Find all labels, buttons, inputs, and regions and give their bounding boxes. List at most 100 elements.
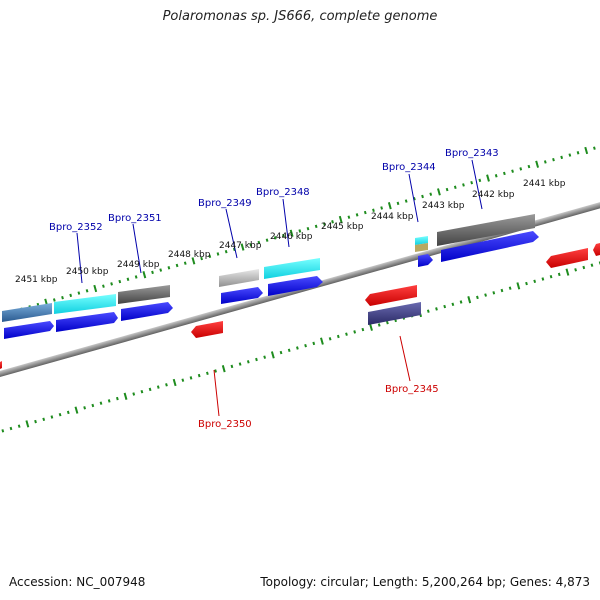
kbp-tick-minor <box>322 222 326 226</box>
kbp-tick-minor <box>453 185 457 189</box>
gene-arrow-reverse[interactable] <box>593 243 600 256</box>
kbp-tick-minor <box>58 412 62 417</box>
kbp-tick-minor <box>549 274 553 279</box>
kbp-tick-minor <box>347 215 351 219</box>
kbp-label: 2447 kbp <box>219 241 262 251</box>
kbp-tick-minor <box>519 167 523 171</box>
kbp-tick-minor <box>61 295 64 300</box>
kbp-tick-minor <box>91 403 95 408</box>
kbp-tick-major <box>467 296 472 304</box>
kbp-tick-minor <box>200 256 203 261</box>
kbp-tick-major <box>289 229 294 237</box>
feature-box-light[interactable] <box>219 269 259 287</box>
kbp-label: 2450 kbp <box>66 267 109 277</box>
kbp-tick-minor <box>255 357 258 362</box>
kbp-tick-minor <box>115 396 119 401</box>
kbp-tick-major <box>387 202 392 210</box>
kbp-tick-minor <box>511 169 514 173</box>
kbp-tick-minor <box>353 330 357 334</box>
gene-arrow-reverse[interactable] <box>0 361 2 369</box>
kbp-tick-minor <box>83 406 87 410</box>
gene-arrow-forward[interactable] <box>418 254 433 267</box>
kbp-tick-minor <box>66 410 70 415</box>
feature-box-steel[interactable] <box>2 303 52 322</box>
kbp-tick-minor <box>296 346 299 350</box>
kbp-tick-minor <box>214 369 217 373</box>
kbp-label: 2451 kbp <box>15 275 58 285</box>
kbp-tick-minor <box>257 240 261 245</box>
kbp-tick-minor <box>263 355 267 359</box>
gene-label[interactable]: Bpro_2352 <box>49 222 103 233</box>
kbp-tick-major <box>93 284 98 293</box>
kbp-tick-minor <box>508 286 512 290</box>
gene-label[interactable]: Bpro_2345 <box>385 384 439 395</box>
kbp-ticks-top <box>3 146 596 316</box>
gene-arrow-forward[interactable] <box>268 276 323 296</box>
gene-labels: Bpro_2352 Bpro_2351 Bpro_2349 Bpro_2348 … <box>49 148 499 430</box>
gene-arrow-forward[interactable] <box>56 312 118 332</box>
kbp-tick-minor <box>265 238 269 242</box>
kbp-tick-major <box>172 378 177 387</box>
feature-box-indigo[interactable] <box>368 302 421 325</box>
kbp-tick-minor <box>328 337 332 341</box>
kbp-tick-major <box>142 271 147 279</box>
gene-arrow-forward[interactable] <box>121 302 173 321</box>
gene-arrow-reverse[interactable] <box>546 248 588 268</box>
kbp-tick-minor <box>42 417 46 422</box>
gene-arrow-forward[interactable] <box>441 231 539 262</box>
leader-line <box>399 335 411 382</box>
gene-label[interactable]: Bpro_2350 <box>198 419 252 430</box>
kbp-label: 2441 kbp <box>523 179 566 189</box>
gene-arrow-reverse[interactable] <box>191 321 223 338</box>
feature-box-gray-2[interactable] <box>437 214 535 246</box>
kbp-tick-minor <box>470 180 474 185</box>
kbp-tick-major <box>338 215 343 224</box>
gene-arrow-forward[interactable] <box>4 321 54 339</box>
kbp-tick-minor <box>426 309 430 313</box>
leader-line <box>225 208 238 259</box>
kbp-label: 2445 kbp <box>321 222 364 232</box>
kbp-tick-major <box>221 365 226 373</box>
kbp-tick-minor <box>533 279 537 284</box>
kbp-tick-minor <box>574 268 577 272</box>
kbp-tick-minor <box>593 146 596 150</box>
feature-box-cyan-small[interactable] <box>415 236 428 245</box>
feature-box-cyan[interactable] <box>54 294 116 314</box>
kbp-tick-minor <box>287 348 291 353</box>
map-title: Polaromonas sp. JS666, complete genome <box>162 9 438 24</box>
kbp-tick-minor <box>525 281 528 286</box>
kbp-tick-minor <box>9 426 13 431</box>
kbp-tick-minor <box>527 164 531 169</box>
gene-label[interactable]: Bpro_2344 <box>382 162 436 173</box>
kbp-tick-minor <box>443 304 447 309</box>
kbp-tick-minor <box>230 364 234 369</box>
kbp-tick-major <box>240 243 245 251</box>
kbp-tick-minor <box>494 174 498 178</box>
kbp-tick-major <box>25 420 30 428</box>
gene-arrow-reverse[interactable] <box>365 285 417 306</box>
feature-box-cyan-2[interactable] <box>264 258 320 279</box>
gene-label[interactable]: Bpro_2351 <box>108 213 162 224</box>
kbp-tick-minor <box>77 291 81 295</box>
kbp-tick-minor <box>132 392 136 396</box>
gene-label[interactable]: Bpro_2349 <box>198 198 252 209</box>
gene-label[interactable]: Bpro_2348 <box>256 187 310 198</box>
gene-label[interactable]: Bpro_2343 <box>445 148 499 159</box>
leader-line <box>76 232 83 284</box>
kbp-tick-minor <box>140 389 144 394</box>
feature-box-olive[interactable] <box>415 243 428 252</box>
kbp-tick-minor <box>69 293 73 298</box>
kbp-tick-minor <box>576 151 580 155</box>
kbp-tick-minor <box>380 206 384 210</box>
kbp-tick-major <box>535 160 540 168</box>
kbp-tick-minor <box>52 298 56 302</box>
leader-lines <box>76 159 483 417</box>
kbp-tick-minor <box>159 268 163 272</box>
leader-line <box>213 369 220 417</box>
kbp-tick-minor <box>273 236 277 240</box>
feature-box-gray[interactable] <box>118 285 170 304</box>
kbp-tick-minor <box>34 419 37 424</box>
kbp-tick-major <box>437 188 441 196</box>
gene-arrow-forward[interactable] <box>221 287 263 304</box>
